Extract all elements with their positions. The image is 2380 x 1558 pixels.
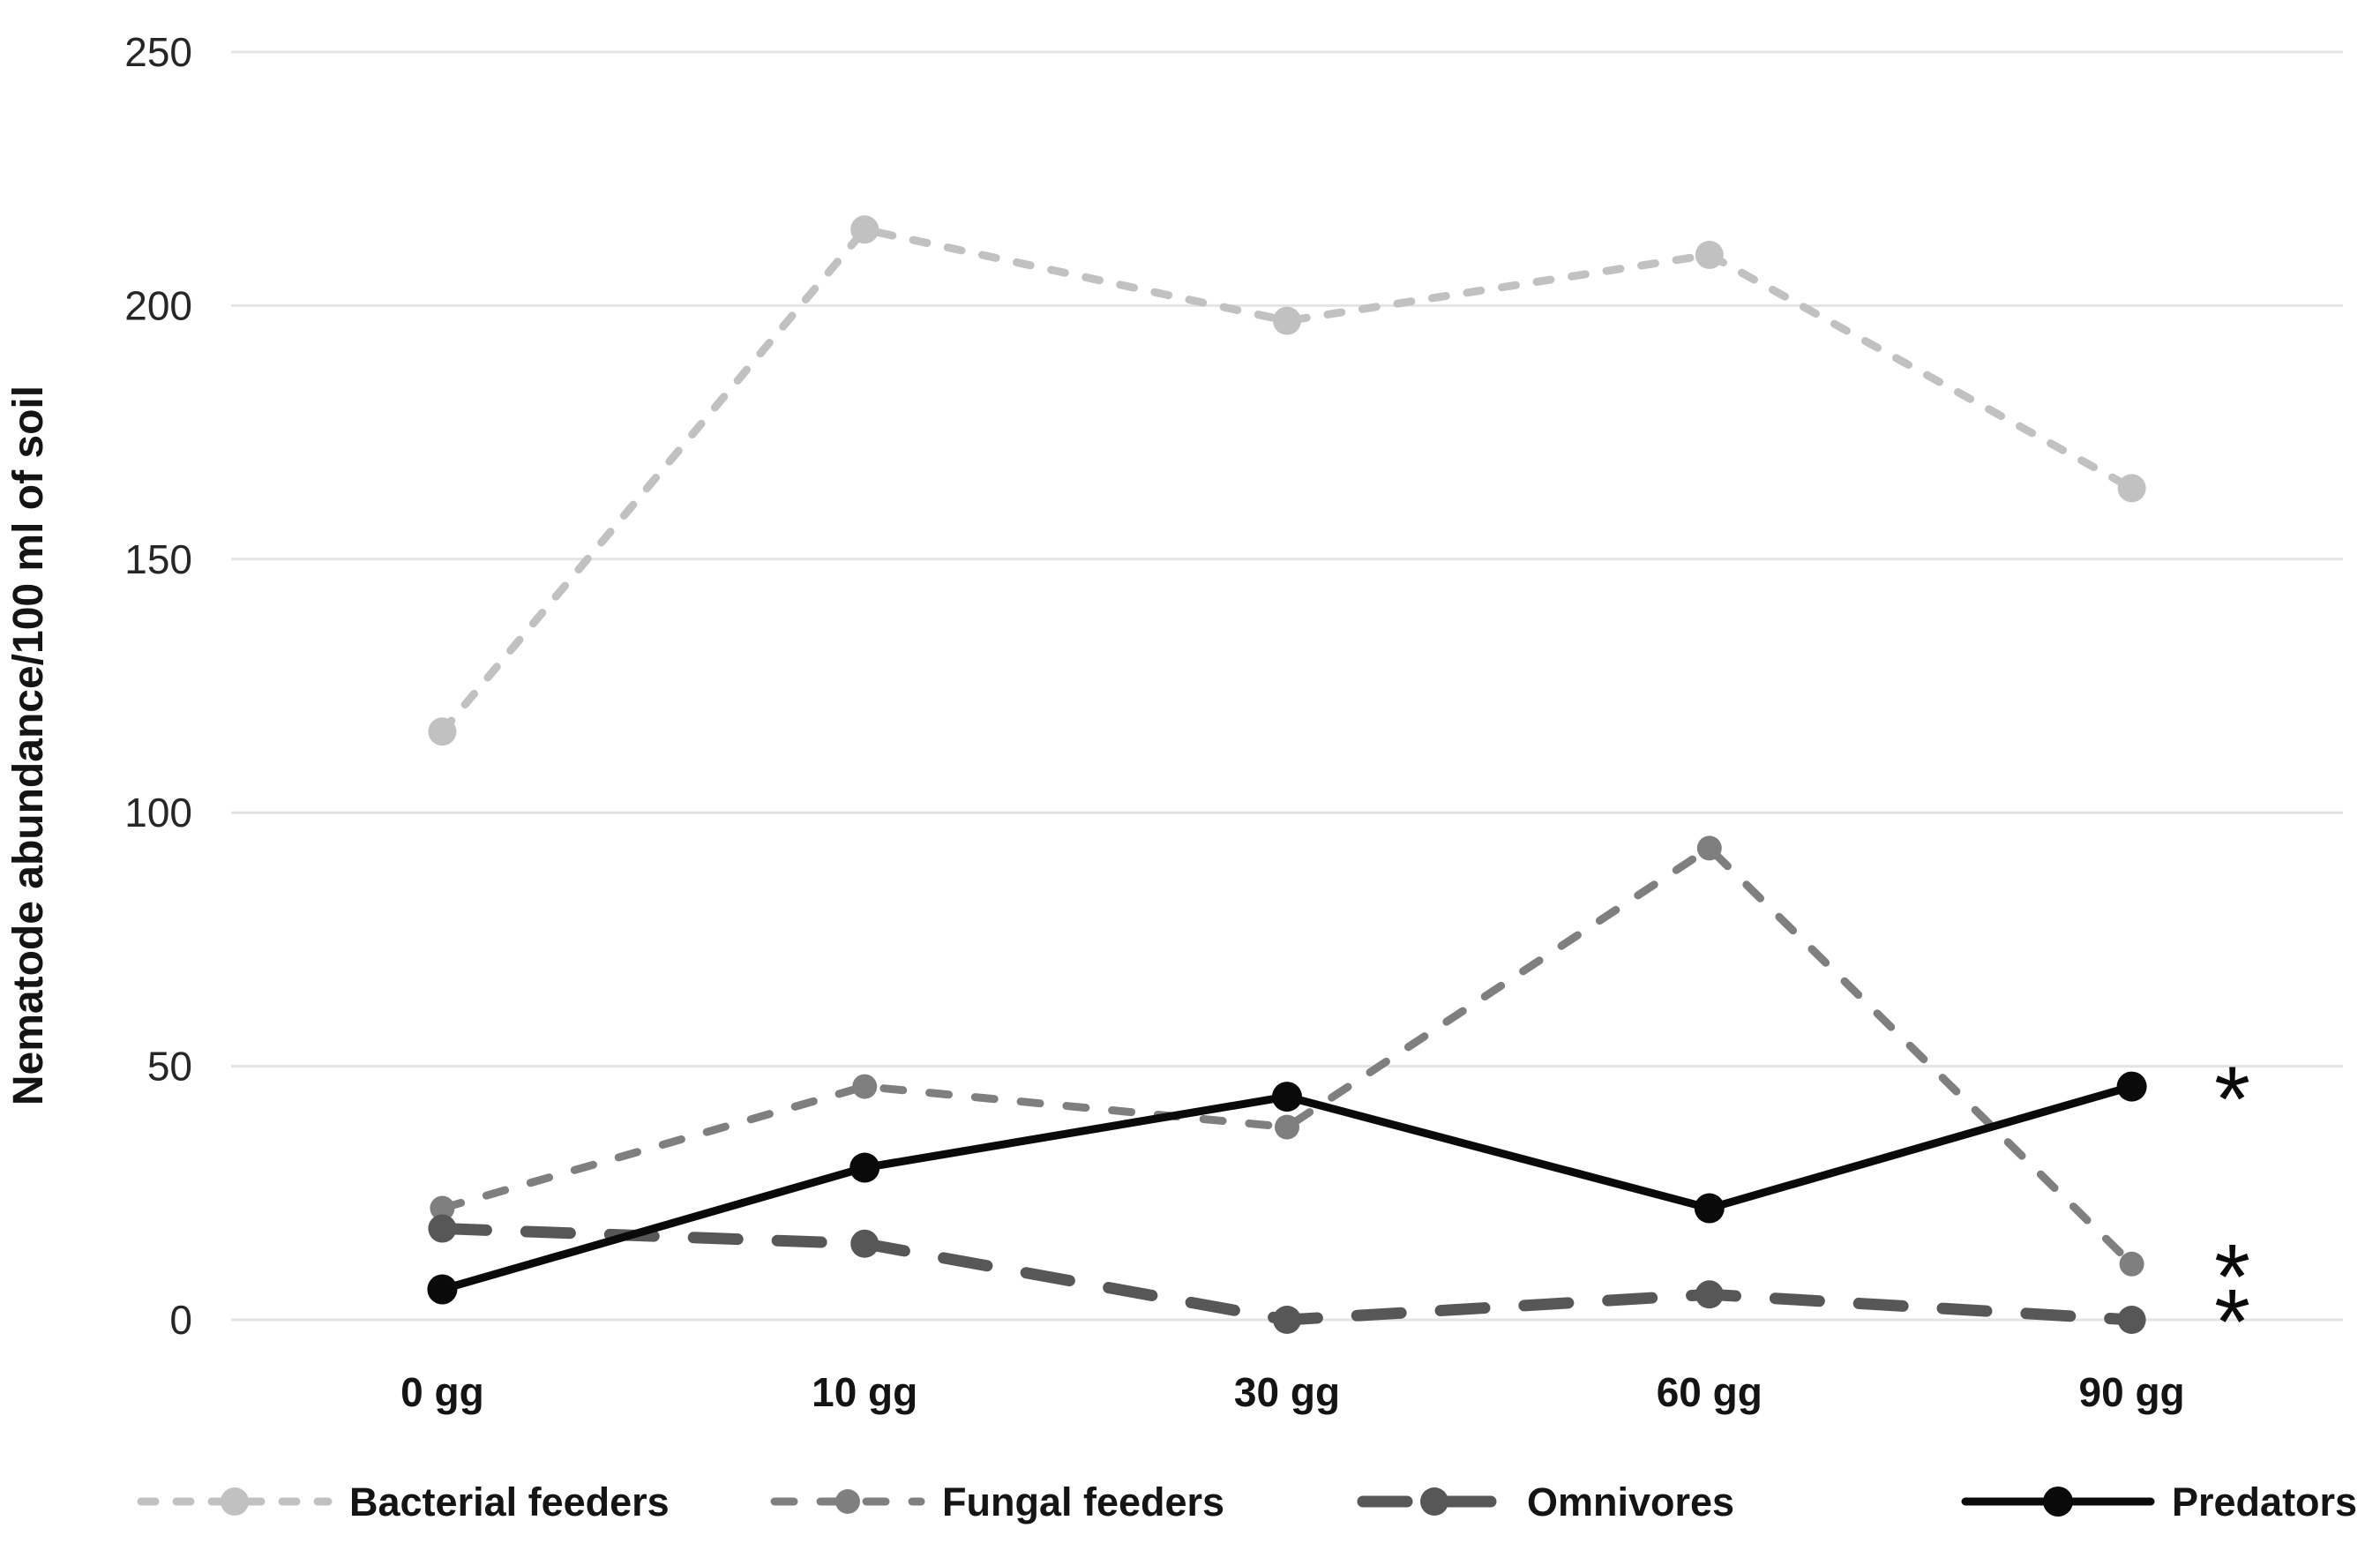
- series-bacterial-feeders: [428, 215, 2146, 746]
- data-point-marker: [850, 215, 879, 244]
- significance-asterisk: *: [2214, 1048, 2250, 1151]
- data-point-marker: [1694, 1193, 1725, 1224]
- y-tick-labels-group: 0 50 100 150 200 250: [124, 29, 192, 1343]
- data-point-marker: [430, 1195, 455, 1221]
- legend-item-omnivores: Omnivores: [1357, 1479, 1734, 1524]
- data-point-marker: [2116, 1071, 2147, 1102]
- y-axis-title-group: Nematode abundance/100 ml of soil: [5, 386, 52, 1105]
- x-tick-labels-group: 0 gg 10 gg 30 gg 60 gg 90 gg: [400, 1369, 2185, 1415]
- data-point-marker: [428, 717, 457, 746]
- legend-label: Predators: [2172, 1479, 2357, 1524]
- y-tick-label: 150: [124, 536, 192, 582]
- data-point-marker: [1273, 306, 1301, 335]
- data-point-marker: [2119, 1251, 2144, 1277]
- x-tick-label: 60 gg: [1657, 1369, 1763, 1415]
- y-tick-label: 250: [124, 29, 192, 75]
- legend-label: Bacterial feeders: [349, 1479, 670, 1524]
- x-tick-label: 30 gg: [1234, 1369, 1340, 1415]
- series-line: [438, 843, 2137, 1269]
- legend-item-fungal-feeders: Fungal feeders: [770, 1479, 1224, 1524]
- legend-item-predators: Predators: [1961, 1479, 2357, 1524]
- y-tick-label: 100: [124, 790, 192, 835]
- legend-label: Fungal feeders: [942, 1479, 1224, 1524]
- data-point-marker: [427, 1274, 458, 1305]
- data-point-marker: [1695, 240, 1724, 269]
- legend-swatch-marker: [835, 1489, 860, 1514]
- x-tick-label: 10 gg: [812, 1369, 917, 1415]
- significance-asterisk: *: [2214, 1225, 2250, 1329]
- data-point-marker: [852, 1074, 878, 1099]
- data-point-marker: [1695, 1280, 1724, 1309]
- legend-group: Bacterial feeders Fungal feeders Omnivores…: [137, 1479, 2357, 1524]
- legend-swatch-marker: [1420, 1487, 1448, 1516]
- data-point-marker: [428, 1214, 457, 1243]
- data-point-marker: [1696, 835, 1722, 861]
- x-tick-label: 0 gg: [400, 1369, 484, 1415]
- data-point-marker: [849, 1152, 880, 1183]
- series-predators: [427, 1071, 2147, 1305]
- series-group: [427, 215, 2147, 1334]
- legend-item-bacterial-feeders: Bacterial feeders: [137, 1479, 670, 1524]
- y-tick-label: 50: [147, 1044, 192, 1090]
- y-tick-label: 0: [169, 1297, 192, 1343]
- legend-label: Omnivores: [1527, 1479, 1734, 1524]
- data-point-marker: [2117, 1306, 2146, 1334]
- data-point-marker: [1275, 1114, 1299, 1140]
- data-point-marker: [1273, 1306, 1301, 1334]
- y-axis-title: Nematode abundance/100 ml of soil: [5, 386, 52, 1105]
- legend-swatch-marker: [2043, 1487, 2073, 1517]
- series-omnivores: [428, 1214, 2146, 1334]
- series-line: [438, 225, 2137, 736]
- data-point-marker: [1272, 1082, 1302, 1112]
- x-tick-label: 90 gg: [2079, 1369, 2185, 1415]
- data-point-marker: [850, 1229, 879, 1258]
- legend-swatch-marker: [221, 1487, 249, 1516]
- significance-asterisks-group: ***: [2214, 1048, 2250, 1374]
- data-point-marker: [2117, 474, 2146, 503]
- significance-asterisk: *: [2214, 1270, 2250, 1374]
- y-tick-label: 200: [124, 282, 192, 328]
- series-fungal-feeders: [430, 835, 2144, 1277]
